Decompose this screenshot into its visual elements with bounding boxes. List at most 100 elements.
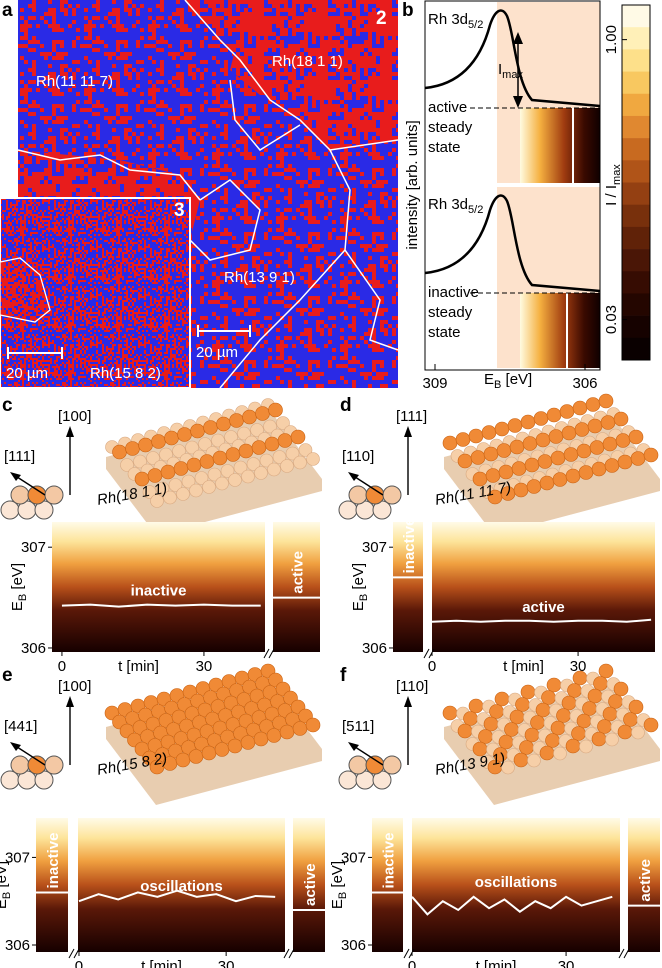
atom [535,432,551,448]
atom [579,739,593,754]
atom [250,423,264,437]
atom [293,455,307,470]
atom [561,425,577,441]
atom [238,443,254,459]
atom [589,440,605,455]
colorbar-band [622,93,650,117]
strip-label: active [637,859,654,902]
atom [628,699,644,715]
atom [280,459,294,473]
direction-label: [511] [342,718,374,735]
colorbar-frame [621,4,651,361]
atom [556,708,571,723]
atom [224,430,238,444]
arrow-head [66,696,74,707]
colorbar-band [622,49,650,72]
direction-label: [441] [4,718,37,735]
atom [225,447,241,462]
atom [524,727,540,743]
atom [572,670,588,686]
state-label: steady [428,304,473,321]
colorbar-band [622,315,650,339]
direction-arrow [13,744,46,766]
atom [597,719,612,734]
y-axis-label: intensity [arb. units] [404,120,421,249]
atom [513,752,529,768]
atom [509,439,525,455]
atom [242,409,257,425]
atom [266,728,282,743]
atom [572,400,588,416]
grain-label: Rh(11 11 7) [36,73,113,90]
atom [151,434,166,449]
y-tick-label: 306 [5,937,30,954]
atom [539,745,555,761]
atom [214,742,230,757]
heatmap-strip [372,818,403,952]
atom [172,444,186,458]
atom [229,413,244,428]
atom [481,425,497,440]
atom [559,404,575,419]
y-tick-label: 307 [21,539,46,556]
atom [571,726,586,741]
atom [539,475,555,491]
state-label: steady [428,119,473,136]
y-tick-label: 306 [21,640,46,657]
atom [522,436,538,451]
icon-atom [382,485,402,505]
atom [175,752,191,768]
atom [519,740,534,755]
atom [142,485,157,499]
atom [442,705,458,721]
atom [494,421,510,437]
heatmap-strip [393,522,423,652]
spectrum-heat [520,108,600,183]
grain-label: Rh(18 1 1) [272,53,343,70]
atom [613,411,629,427]
peak-label-part: Rh [428,196,451,213]
region-number: 3 [174,200,185,221]
atom [600,415,616,430]
axis-break [68,948,80,959]
strip-label: active [290,551,307,594]
atom [181,474,196,489]
atom [120,458,134,472]
x-tick-label: 30 [570,658,587,675]
icon-atom [382,755,402,775]
atom [509,709,525,725]
atom [602,706,618,722]
direction-label: [100] [58,678,91,695]
atom [604,458,620,473]
colorbar-band [622,138,650,161]
atom [565,468,581,484]
peak-label-part: 5/2 [468,19,483,31]
atom [253,731,269,747]
icon-atom [365,485,385,505]
atom [548,429,564,444]
atom [520,684,536,700]
direction-label: [111] [396,408,427,425]
grain-boundary [219,249,346,389]
spectrum-heat [520,293,600,368]
colorbar-band [622,271,650,294]
y-axis-label-part: B [337,892,349,899]
arrow-head [404,426,412,437]
heatmap-strip [273,522,320,652]
atom [587,418,603,434]
atom [285,446,300,461]
colorbar-band [622,293,650,316]
atom [598,663,614,679]
trace [411,895,613,916]
atom [290,429,306,445]
atom [233,460,248,475]
atom [267,462,281,477]
y-axis-label-part: B [17,594,29,601]
atom [628,429,644,445]
trace [431,618,652,623]
atom [470,450,486,465]
state-label: inactive [428,284,479,301]
atom [457,453,473,469]
panel-label: f [340,665,347,686]
y-tick-label: 306 [362,640,387,657]
